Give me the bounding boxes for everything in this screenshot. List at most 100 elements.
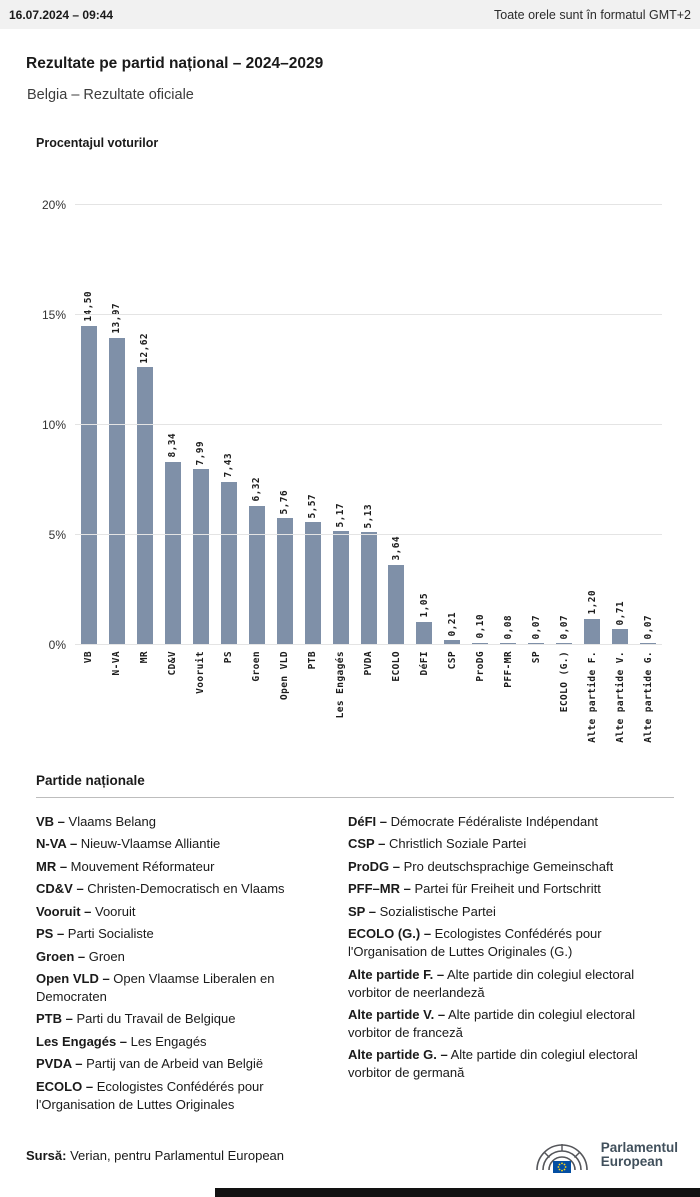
ep-logo-text: Parlamentul European — [600, 1139, 678, 1170]
legend-item: CD&V – Christen-Democratisch en Vlaams — [36, 880, 326, 898]
legend-item-name: Partij van de Arbeid van België — [82, 1056, 264, 1072]
x-axis-label: VB — [83, 651, 95, 664]
x-axis-label: Groen — [251, 651, 263, 682]
bar-group: 1,20 — [578, 205, 606, 645]
x-axis-label: N-VA — [111, 651, 123, 676]
x-axis-label-cell: N-VA — [103, 651, 131, 757]
bar-group: 1,05 — [410, 205, 438, 645]
x-axis-label: ProDG — [474, 651, 486, 682]
bar-value-label: 0,21 — [446, 611, 458, 637]
legend-item: ECOLO (G.) – Ecologistes Confédérés pour… — [348, 925, 674, 961]
legend-item-name: Pro deutschsprachige Gemeinschaft — [400, 858, 614, 874]
legend-item-abbr: Les Engagés – — [36, 1033, 128, 1049]
bar-group: 0,07 — [550, 205, 578, 645]
legend-item-name: Démocrate Fédéraliste Indépendant — [387, 814, 599, 829]
x-axis-label-cell: CD&V — [159, 651, 187, 757]
legend-item-name: Les Engagés — [127, 1033, 207, 1049]
legend-divider — [36, 797, 674, 798]
bar-value-label: 0,08 — [502, 614, 514, 640]
bar — [584, 618, 601, 645]
x-axis-label-cell: Open VLD — [271, 651, 299, 757]
legend-item: SP – Sozialistische Partei — [348, 903, 674, 921]
page-subtitle: Belgia – Rezultate oficiale — [27, 87, 194, 103]
bar-group: 0,07 — [522, 205, 550, 645]
bar-value-label: 12,62 — [139, 332, 151, 364]
legend-item-abbr: PTB – — [36, 1011, 73, 1027]
bar — [192, 469, 209, 645]
bar — [416, 621, 433, 645]
bar-group: 7,99 — [187, 205, 215, 645]
bar-value-label: 0,07 — [558, 614, 570, 640]
bottom-bar — [215, 1188, 700, 1197]
bar — [108, 337, 125, 645]
legend-item-name: Partei für Freiheit und Fortschritt — [410, 881, 601, 897]
x-axis-label: CSP — [446, 651, 458, 670]
x-axis-label-cell: Les Engagés — [327, 651, 355, 757]
x-axis-labels: VB N-VA MR CD&V Vooruit PS Groen Open VLD PTB Les… — [75, 645, 662, 757]
x-axis-label: ECOLO (G.) — [558, 651, 570, 713]
bar-value-label: 1,20 — [586, 590, 598, 615]
page-title: Rezultate pe partid național – 2024–2029 — [26, 55, 324, 72]
legend-item: Open VLD – Open Vlaamse Liberalen en Dem… — [36, 970, 326, 1006]
x-axis-label-cell: PFF-MR — [494, 651, 522, 757]
legend-item-abbr: Open VLD – — [36, 971, 110, 987]
x-axis-label-cell: Alte partide F. — [578, 651, 606, 757]
legend-item-abbr: Alte partide V. – — [348, 1006, 446, 1022]
bar-group: 3,64 — [382, 205, 410, 645]
x-axis-label: PTB — [307, 651, 319, 670]
bar-value-label: 13,97 — [111, 303, 123, 334]
eu-flag-icon — [552, 1161, 571, 1174]
x-axis-label-cell: Alte partide G. — [634, 651, 662, 757]
bar — [276, 518, 293, 645]
bar-value-label: 5,13 — [363, 503, 374, 529]
legend-item-abbr: CSP – — [348, 836, 386, 852]
legend-item-name: Christlich Soziale Partei — [385, 836, 527, 852]
x-axis-label: PS — [223, 651, 235, 664]
legend-item: Vooruit – Vooruit — [36, 903, 326, 921]
legend-item: PS – Parti Socialiste — [36, 925, 326, 943]
legend-item-name: Parti Socialiste — [64, 926, 154, 942]
legend-item-abbr: ECOLO – — [36, 1078, 94, 1094]
legend-item: Alte partide V. – Alte partide din coleg… — [348, 1006, 674, 1042]
legend-item-abbr: CD&V – — [36, 881, 84, 897]
gridline — [75, 534, 662, 535]
x-axis-label-cell: Vooruit — [187, 651, 215, 757]
x-axis-label-cell: PS — [215, 651, 243, 757]
legend-section: Partide naționale VB – Vlaams Belang N-VA… — [36, 773, 674, 1118]
x-axis-label: Vooruit — [195, 651, 207, 694]
source-note: Sursă: Verian, pentru Parlamentul Europe… — [26, 1148, 284, 1163]
bar — [220, 481, 237, 645]
bar — [304, 522, 321, 645]
bar — [248, 505, 265, 645]
bar-value-label: 0,71 — [614, 600, 626, 626]
bar-value-label: 0,10 — [474, 614, 486, 639]
bar-group: 13,97 — [103, 205, 131, 645]
x-axis-label-cell: Groen — [243, 651, 271, 757]
legend-item: Les Engagés – Les Engagés — [36, 1033, 326, 1051]
bar-group: 5,57 — [299, 205, 327, 645]
footer: Sursă: Verian, pentru Parlamentul Europe… — [26, 1134, 678, 1176]
gridline — [75, 644, 662, 645]
bar-group: 14,50 — [75, 205, 103, 645]
ep-logo-line1: Parlamentul — [600, 1139, 678, 1155]
y-tick-label: 10% — [41, 418, 66, 432]
ep-logo[interactable]: Parlamentul European — [531, 1134, 678, 1176]
legend-item-abbr: Alte partide F. – — [348, 966, 445, 982]
source-text: Verian, pentru Parlamentul European — [70, 1147, 285, 1163]
legend-item-abbr: Vooruit – — [36, 903, 92, 919]
x-axis-label-cell: SP — [522, 651, 550, 757]
legend-item-abbr: ECOLO (G.) – — [348, 926, 432, 942]
bar-group: 0,10 — [466, 205, 494, 645]
x-axis-label-cell: Alte partide V. — [606, 651, 634, 757]
bar-value-label: 1,05 — [418, 593, 430, 618]
bar-value-label: 8,34 — [167, 433, 179, 458]
bar-value-label: 14,50 — [83, 291, 95, 322]
bar-value-label: 5,17 — [335, 502, 347, 528]
legend-item-name: Open Vlaamse Liberalen en Democraten — [36, 971, 275, 1004]
legend-item-name: Ecologistes Confédérés pour l'Organisati… — [348, 926, 602, 960]
bar-group: 5,13 — [355, 205, 383, 645]
legend-item: MR – Mouvement Réformateur — [36, 858, 326, 876]
legend-item-abbr: Groen – — [36, 948, 86, 964]
bar-group: 5,17 — [327, 205, 355, 645]
bar-value-label: 5,76 — [279, 489, 291, 515]
